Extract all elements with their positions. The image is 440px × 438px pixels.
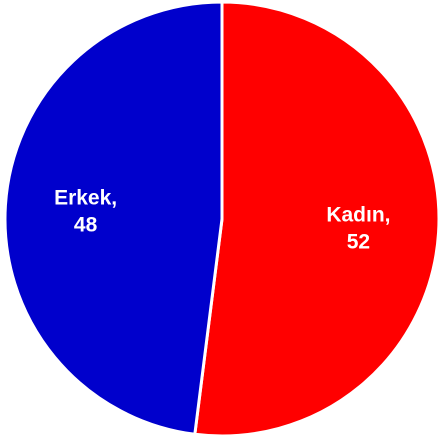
data-label-value: 48 xyxy=(74,213,98,236)
data-label-name: Erkek, xyxy=(54,186,117,209)
data-label-value: 52 xyxy=(347,231,370,254)
pie-slices xyxy=(3,0,440,438)
data-label-name: Kadın, xyxy=(326,204,390,227)
pie-slice-erkek xyxy=(3,0,224,436)
pie-data-labels: Kadın, 52 Erkek, 48 xyxy=(54,186,390,253)
data-label-kadın: Kadın, 52 xyxy=(326,204,390,254)
data-label-erkek: Erkek, 48 xyxy=(54,186,117,236)
pie-slice-kadın xyxy=(193,0,440,438)
